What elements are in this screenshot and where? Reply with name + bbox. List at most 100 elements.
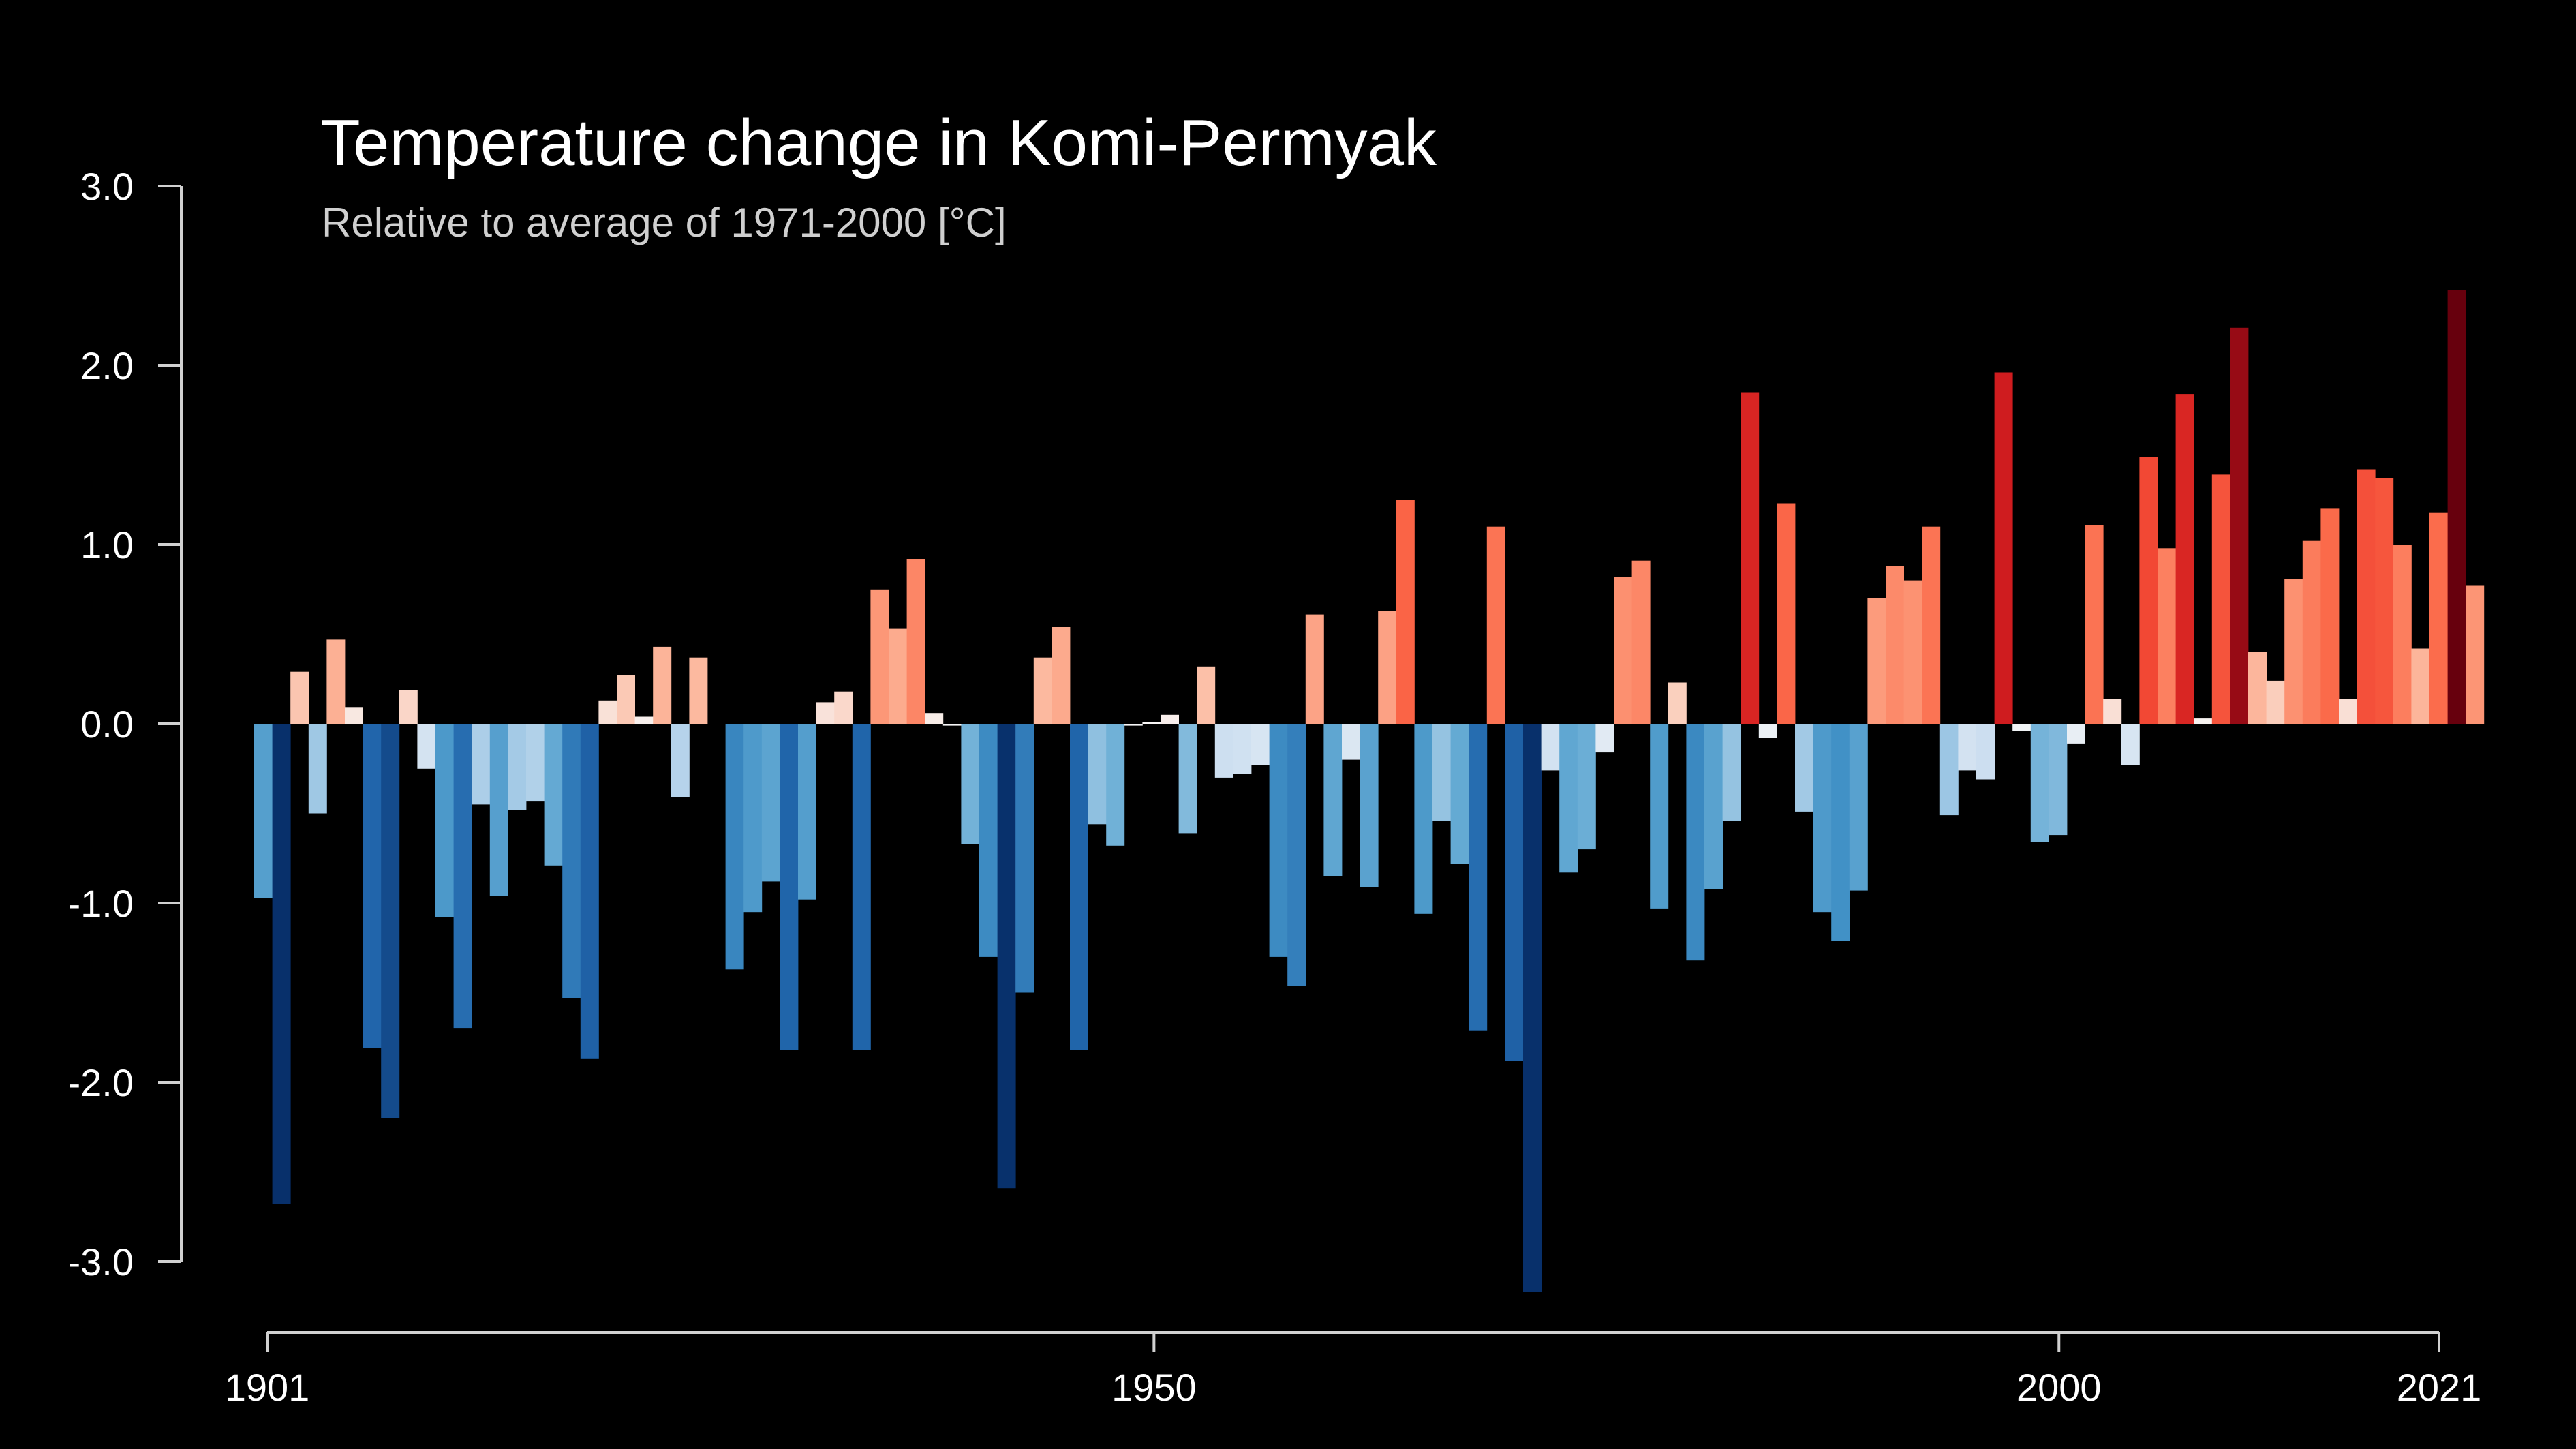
bar-1971 bbox=[1523, 724, 1542, 1292]
bar-1930 bbox=[780, 724, 799, 1050]
bar-1935 bbox=[870, 589, 889, 724]
bar-1918 bbox=[562, 724, 581, 998]
bar-1943 bbox=[1015, 724, 1034, 993]
bar-1934 bbox=[852, 724, 871, 1050]
bar-1909 bbox=[399, 690, 418, 724]
bar-1941 bbox=[979, 724, 998, 957]
bar-1927 bbox=[725, 724, 744, 970]
bar-1977 bbox=[1631, 560, 1651, 724]
bar-1950 bbox=[1142, 722, 1161, 724]
bar-1975 bbox=[1595, 724, 1614, 753]
bar-1925 bbox=[689, 657, 708, 724]
bar-1908 bbox=[381, 724, 400, 1118]
bar-2002 bbox=[2085, 525, 2104, 724]
bar-2014 bbox=[2302, 540, 2321, 724]
bar-1965 bbox=[1414, 724, 1433, 914]
bar-1914 bbox=[489, 724, 508, 896]
bar-1991 bbox=[1886, 566, 1904, 724]
bar-1939 bbox=[942, 724, 962, 726]
bar-1936 bbox=[889, 628, 907, 724]
bar-1921 bbox=[617, 675, 635, 724]
bar-1902 bbox=[272, 724, 291, 1204]
bar-1928 bbox=[743, 724, 763, 913]
bar-2007 bbox=[2175, 394, 2194, 724]
x-tick-label: 2021 bbox=[2397, 1366, 2482, 1409]
bar-1959 bbox=[1305, 614, 1324, 724]
bar-1946 bbox=[1070, 724, 1088, 1050]
bar-1923 bbox=[653, 646, 672, 724]
bar-1997 bbox=[1994, 372, 2013, 724]
bar-1942 bbox=[997, 724, 1016, 1189]
bar-2001 bbox=[2067, 724, 2085, 744]
bar-1996 bbox=[1976, 724, 1995, 780]
bar-1964 bbox=[1396, 500, 1415, 724]
bar-2005 bbox=[2139, 457, 2158, 724]
bar-1903 bbox=[290, 671, 309, 724]
bar-1984 bbox=[1758, 724, 1777, 738]
bar-1958 bbox=[1287, 724, 1306, 986]
x-tick-label: 1950 bbox=[1111, 1366, 1197, 1409]
bar-1938 bbox=[925, 713, 944, 724]
bar-1972 bbox=[1541, 724, 1560, 771]
bar-2006 bbox=[2158, 548, 2176, 724]
bar-1922 bbox=[634, 716, 654, 724]
bar-1940 bbox=[961, 724, 980, 844]
bar-2009 bbox=[2211, 474, 2230, 724]
bar-1937 bbox=[906, 559, 925, 724]
bar-1916 bbox=[526, 724, 545, 802]
bar-1912 bbox=[453, 724, 472, 1029]
bar-1906 bbox=[345, 707, 363, 724]
bar-1907 bbox=[363, 724, 382, 1048]
bar-1973 bbox=[1559, 724, 1578, 873]
bar-2013 bbox=[2284, 579, 2303, 724]
bar-2018 bbox=[2375, 478, 2394, 724]
y-tick-label: -3.0 bbox=[68, 1240, 134, 1283]
bar-1981 bbox=[1704, 724, 1723, 889]
bar-2019 bbox=[2393, 545, 2412, 724]
bar-1952 bbox=[1178, 724, 1197, 834]
bar-1968 bbox=[1469, 724, 1488, 1031]
bar-1951 bbox=[1161, 714, 1179, 724]
bar-2022 bbox=[2447, 290, 2466, 724]
bar-1931 bbox=[798, 724, 816, 900]
bar-2020 bbox=[2411, 648, 2430, 724]
bar-1913 bbox=[472, 724, 491, 805]
bar-1962 bbox=[1360, 724, 1379, 887]
bar-1982 bbox=[1722, 724, 1741, 821]
bar-1960 bbox=[1323, 724, 1343, 876]
x-tick-label: 1901 bbox=[225, 1366, 310, 1409]
bar-1995 bbox=[1958, 724, 1977, 771]
bar-1993 bbox=[1922, 526, 1941, 724]
bar-1919 bbox=[580, 724, 599, 1059]
bar-1910 bbox=[417, 724, 436, 769]
chart-title: Temperature change in Komi-Permyak bbox=[320, 106, 1437, 179]
y-tick-label: 3.0 bbox=[80, 165, 134, 208]
bar-1987 bbox=[1813, 724, 1832, 913]
bar-1999 bbox=[2030, 724, 2049, 842]
bar-2015 bbox=[2320, 508, 2340, 724]
bar-1954 bbox=[1214, 724, 1233, 778]
bar-2010 bbox=[2230, 327, 2249, 724]
bar-1932 bbox=[816, 702, 835, 724]
bar-1933 bbox=[834, 691, 853, 724]
y-tick-label: 0.0 bbox=[80, 703, 134, 746]
bar-1970 bbox=[1505, 724, 1524, 1061]
bar-1901 bbox=[254, 724, 273, 898]
bar-2004 bbox=[2121, 724, 2140, 765]
bar-1957 bbox=[1269, 724, 1288, 957]
y-tick-label: 2.0 bbox=[80, 344, 134, 387]
bar-1924 bbox=[671, 724, 690, 797]
bar-1985 bbox=[1777, 503, 1796, 724]
bar-1998 bbox=[2012, 724, 2031, 731]
bar-1904 bbox=[308, 724, 327, 814]
y-tick-label: -1.0 bbox=[68, 882, 134, 925]
bar-2008 bbox=[2194, 718, 2213, 724]
bar-1955 bbox=[1233, 724, 1252, 774]
bar-2016 bbox=[2339, 699, 2357, 724]
bar-1920 bbox=[598, 700, 617, 724]
bar-1917 bbox=[544, 724, 563, 866]
bar-1967 bbox=[1450, 724, 1469, 864]
bar-2021 bbox=[2429, 512, 2448, 724]
